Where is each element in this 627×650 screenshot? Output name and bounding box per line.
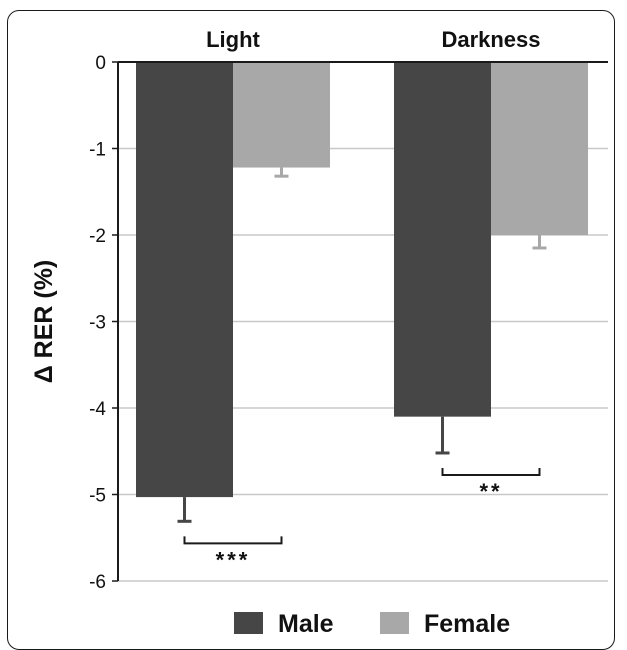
y-tick-label: -3 — [89, 313, 106, 334]
category-label-light: Light — [206, 27, 260, 52]
category-labels: Light Darkness — [206, 27, 540, 52]
bar-female-light — [233, 62, 330, 168]
bars — [136, 62, 588, 523]
legend-label-female: Female — [424, 610, 510, 635]
bar-male-darkness — [394, 62, 491, 417]
y-tick-label: -6 — [89, 572, 106, 593]
legend-label-male: Male — [278, 610, 334, 635]
bar-chart: 0-1-2-3-4-5-6 Light Darkness ***** Δ RER … — [30, 27, 608, 635]
significance-bracket — [183, 536, 283, 545]
significance-markers: ***** — [183, 467, 541, 572]
y-tick-label: -4 — [89, 399, 106, 420]
significance-label: ** — [479, 479, 502, 504]
y-tick-label: -1 — [89, 140, 106, 161]
y-tick-label: -5 — [89, 486, 106, 507]
y-axis-label: Δ RER (%) — [30, 260, 58, 384]
significance-label: *** — [216, 547, 251, 572]
legend-swatch-male — [234, 612, 263, 634]
legend: Male Female — [234, 610, 510, 635]
bar-male-light — [136, 62, 233, 498]
y-tick-label: -2 — [89, 226, 106, 247]
bar-female-darkness — [491, 62, 588, 235]
category-label-darkness: Darkness — [441, 27, 540, 52]
y-ticks: 0 -1 -2 -3 -4 -5 -6 — [89, 53, 118, 593]
y-tick-label: 0 — [95, 53, 106, 74]
legend-swatch-female — [380, 612, 409, 634]
significance-bracket — [441, 467, 541, 476]
